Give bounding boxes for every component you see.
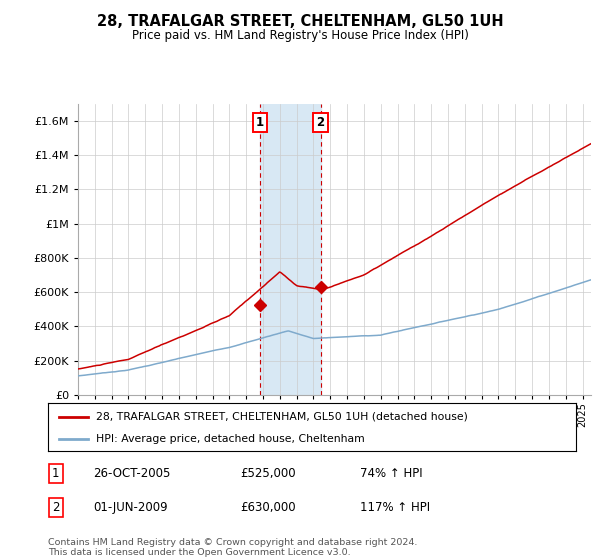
Text: 117% ↑ HPI: 117% ↑ HPI [360,501,430,515]
Text: Contains HM Land Registry data © Crown copyright and database right 2024.
This d: Contains HM Land Registry data © Crown c… [48,538,418,557]
Text: 2: 2 [52,501,59,515]
Text: £525,000: £525,000 [240,466,296,480]
Text: 01-JUN-2009: 01-JUN-2009 [93,501,167,515]
Text: 1: 1 [52,466,59,480]
Text: 26-OCT-2005: 26-OCT-2005 [93,466,170,480]
Text: 2: 2 [316,116,325,129]
Text: 28, TRAFALGAR STREET, CHELTENHAM, GL50 1UH: 28, TRAFALGAR STREET, CHELTENHAM, GL50 1… [97,14,503,29]
Text: £630,000: £630,000 [240,501,296,515]
Text: 1: 1 [256,116,264,129]
Bar [260,104,320,395]
Text: HPI: Average price, detached house, Cheltenham: HPI: Average price, detached house, Chel… [95,434,364,444]
Text: Price paid vs. HM Land Registry's House Price Index (HPI): Price paid vs. HM Land Registry's House … [131,29,469,42]
Text: 74% ↑ HPI: 74% ↑ HPI [360,466,422,480]
Text: 28, TRAFALGAR STREET, CHELTENHAM, GL50 1UH (detached house): 28, TRAFALGAR STREET, CHELTENHAM, GL50 1… [95,412,467,422]
